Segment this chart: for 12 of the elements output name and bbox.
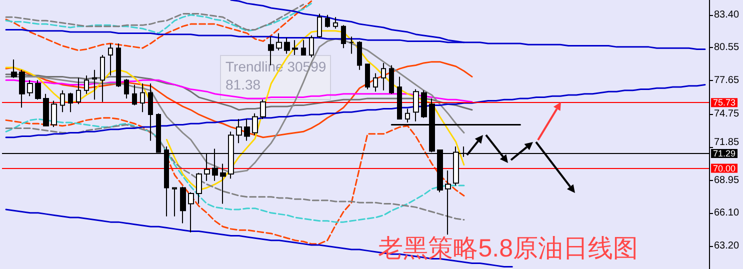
y-tick-label: 68.95 — [714, 174, 740, 186]
y-tick-label: 63.20 — [714, 240, 740, 252]
y-tick-label: 80.55 — [714, 42, 740, 54]
y-tick-label: 66.10 — [714, 207, 740, 218]
ref-line-label: 71.29 — [713, 148, 736, 158]
annotation: 81.38 — [226, 76, 261, 92]
y-tick-label: 71.85 — [714, 137, 740, 148]
y-tick-label: 74.75 — [714, 108, 740, 120]
ref-line-label: 75.73 — [713, 98, 736, 108]
y-tick-label: 77.65 — [714, 75, 740, 86]
ref-line-label: 70.00 — [713, 163, 736, 174]
y-tick-label: 83.40 — [714, 9, 740, 20]
